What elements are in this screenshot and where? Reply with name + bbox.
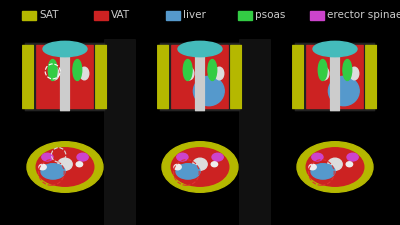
Ellipse shape: [77, 153, 88, 161]
Ellipse shape: [73, 59, 82, 81]
Ellipse shape: [178, 41, 222, 57]
FancyBboxPatch shape: [366, 45, 376, 108]
Text: erector spinae: erector spinae: [327, 10, 400, 20]
FancyBboxPatch shape: [37, 45, 93, 108]
Ellipse shape: [350, 67, 359, 80]
FancyBboxPatch shape: [105, 40, 135, 225]
Ellipse shape: [193, 158, 207, 170]
Ellipse shape: [306, 148, 364, 186]
Ellipse shape: [43, 41, 87, 57]
Ellipse shape: [347, 153, 358, 161]
Ellipse shape: [313, 41, 357, 57]
FancyBboxPatch shape: [96, 45, 106, 108]
Ellipse shape: [176, 164, 200, 179]
Ellipse shape: [346, 162, 353, 167]
Ellipse shape: [27, 142, 103, 192]
FancyBboxPatch shape: [238, 11, 252, 20]
Ellipse shape: [41, 164, 65, 179]
FancyBboxPatch shape: [295, 43, 375, 111]
Ellipse shape: [194, 76, 224, 106]
Text: VAT: VAT: [111, 10, 130, 20]
Ellipse shape: [215, 67, 224, 80]
Ellipse shape: [39, 164, 46, 170]
Ellipse shape: [312, 153, 323, 161]
FancyBboxPatch shape: [231, 45, 241, 108]
Ellipse shape: [211, 162, 218, 167]
Ellipse shape: [208, 59, 217, 81]
Ellipse shape: [212, 153, 223, 161]
FancyBboxPatch shape: [310, 11, 324, 20]
FancyBboxPatch shape: [160, 43, 240, 111]
Ellipse shape: [318, 59, 327, 81]
FancyBboxPatch shape: [25, 43, 105, 111]
FancyBboxPatch shape: [22, 11, 36, 20]
FancyBboxPatch shape: [60, 48, 70, 111]
Ellipse shape: [183, 59, 192, 81]
FancyBboxPatch shape: [158, 45, 168, 108]
Ellipse shape: [76, 162, 83, 167]
FancyBboxPatch shape: [94, 11, 108, 20]
Ellipse shape: [48, 59, 57, 81]
Ellipse shape: [171, 148, 229, 186]
Text: SAT: SAT: [39, 10, 58, 20]
FancyBboxPatch shape: [330, 48, 340, 111]
FancyBboxPatch shape: [293, 45, 303, 108]
Ellipse shape: [36, 148, 94, 186]
Ellipse shape: [343, 59, 352, 81]
FancyBboxPatch shape: [307, 45, 363, 108]
Ellipse shape: [320, 67, 329, 80]
Ellipse shape: [58, 158, 72, 170]
Text: psoas: psoas: [255, 10, 285, 20]
Ellipse shape: [50, 67, 59, 80]
Ellipse shape: [328, 76, 359, 106]
Ellipse shape: [309, 164, 316, 170]
Ellipse shape: [185, 67, 194, 80]
Ellipse shape: [162, 142, 238, 192]
FancyBboxPatch shape: [240, 40, 270, 225]
Ellipse shape: [311, 164, 335, 179]
Ellipse shape: [177, 153, 188, 161]
FancyBboxPatch shape: [172, 45, 228, 108]
FancyBboxPatch shape: [166, 11, 180, 20]
Text: liver: liver: [183, 10, 206, 20]
Ellipse shape: [42, 153, 53, 161]
FancyBboxPatch shape: [23, 45, 33, 108]
Ellipse shape: [297, 142, 373, 192]
FancyBboxPatch shape: [196, 48, 204, 111]
Ellipse shape: [174, 164, 181, 170]
Ellipse shape: [328, 158, 342, 170]
Ellipse shape: [80, 67, 89, 80]
